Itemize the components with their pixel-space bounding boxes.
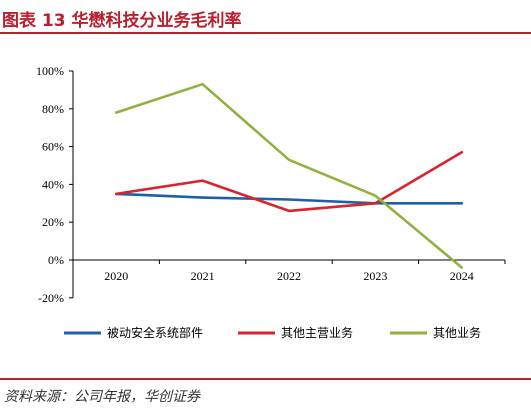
chart-title: 图表 13 华懋科技分业务毛利率 [2,11,242,31]
series-line-3 [114,82,464,269]
title-bar: 图表 13 华懋科技分业务毛利率 [0,0,531,34]
y-tick-label: 60% [42,140,64,154]
source-divider [0,378,531,380]
legend-label-2: 其他主营业务 [281,325,353,340]
y-tick-label: 0% [48,253,64,267]
y-tick-label: 100% [36,64,64,78]
series-line-2 [114,151,464,213]
y-tick-label: 20% [42,215,64,229]
series-line-1 [114,192,464,205]
x-tick-label: 2022 [277,269,301,283]
x-tick-label: 2023 [363,269,387,283]
legend-label-1: 被动安全系统部件 [107,325,203,340]
x-tick-label: 2024 [450,269,474,283]
legend-label-3: 其他业务 [433,325,481,340]
chart-axes: -20% 0% 20% 40% 60% 80% 100% 2020 2021 2022 2023 20… [36,64,506,305]
chart-legend: 被动安全系统部件 其他主营业务 其他业务 [64,325,481,340]
x-tick-label: 2021 [191,269,215,283]
y-tick-label: 80% [42,102,64,116]
x-tick-label: 2020 [104,269,128,283]
source-note: 资料来源：公司年报，华创证券 [4,389,200,405]
y-tick-label: 40% [42,177,64,191]
chart-series-lines [114,82,464,269]
y-tick-label: -20% [38,291,64,305]
line-chart: -20% 0% 20% 40% 60% 80% 100% 2020 2021 2022 2023 20… [36,64,506,340]
